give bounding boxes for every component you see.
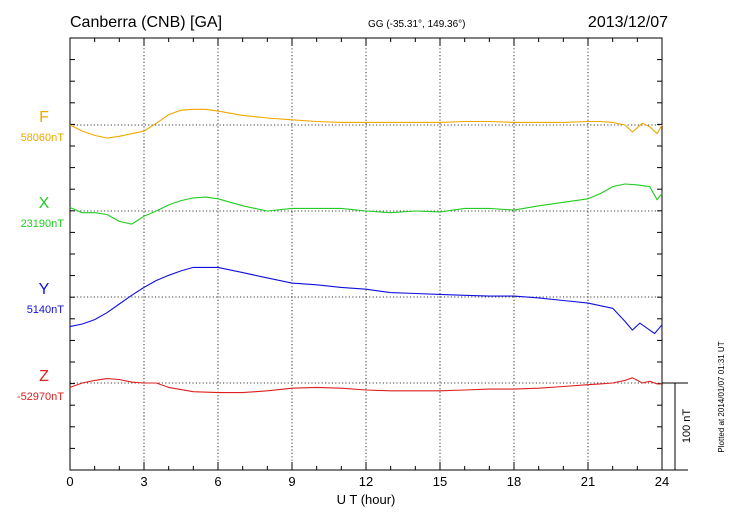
x-axis-label: U T (hour) bbox=[337, 492, 396, 507]
component-label-z: Z bbox=[39, 368, 49, 385]
trace-z bbox=[69, 377, 662, 394]
trace-f bbox=[69, 108, 663, 139]
tick-layer: 0 3 6 9 12 15 18 21 24 bbox=[66, 38, 669, 489]
x-tick-label: 12 bbox=[359, 474, 373, 489]
scale-bar-label: 100 nT bbox=[681, 409, 693, 444]
component-label-x: X bbox=[39, 195, 50, 212]
x-tick-label: 3 bbox=[140, 474, 147, 489]
baseline-value-x: 23190nT bbox=[21, 218, 65, 230]
series-label-layer: F 58060nT X 23190nT Y 5140nT Z -52970nT bbox=[17, 109, 64, 403]
baseline-value-y: 5140nT bbox=[27, 304, 65, 316]
x-tick-label: 9 bbox=[288, 474, 295, 489]
grid-layer bbox=[70, 38, 662, 470]
trace-x bbox=[69, 183, 663, 225]
x-tick-label: 21 bbox=[581, 474, 595, 489]
x-tick-label: 6 bbox=[214, 474, 221, 489]
component-label-y: Y bbox=[39, 281, 50, 298]
series-layer bbox=[69, 108, 663, 394]
component-label-f: F bbox=[39, 109, 49, 126]
date-label: 2013/12/07 bbox=[588, 14, 668, 31]
trace-y bbox=[69, 266, 663, 335]
station-title: Canberra (CNB) [GA] bbox=[70, 14, 222, 31]
baseline-value-f: 58060nT bbox=[21, 132, 65, 144]
plotted-timestamp: Plotted at 2014/01/07 01:31 UT bbox=[717, 341, 726, 452]
x-tick-label: 15 bbox=[433, 474, 447, 489]
x-tick-label: 18 bbox=[507, 474, 521, 489]
baseline-value-z: -52970nT bbox=[17, 391, 64, 403]
x-tick-label: 0 bbox=[66, 474, 73, 489]
x-tick-label: 24 bbox=[655, 474, 669, 489]
coords-label: GG (-35.31°, 149.36°) bbox=[368, 19, 466, 30]
